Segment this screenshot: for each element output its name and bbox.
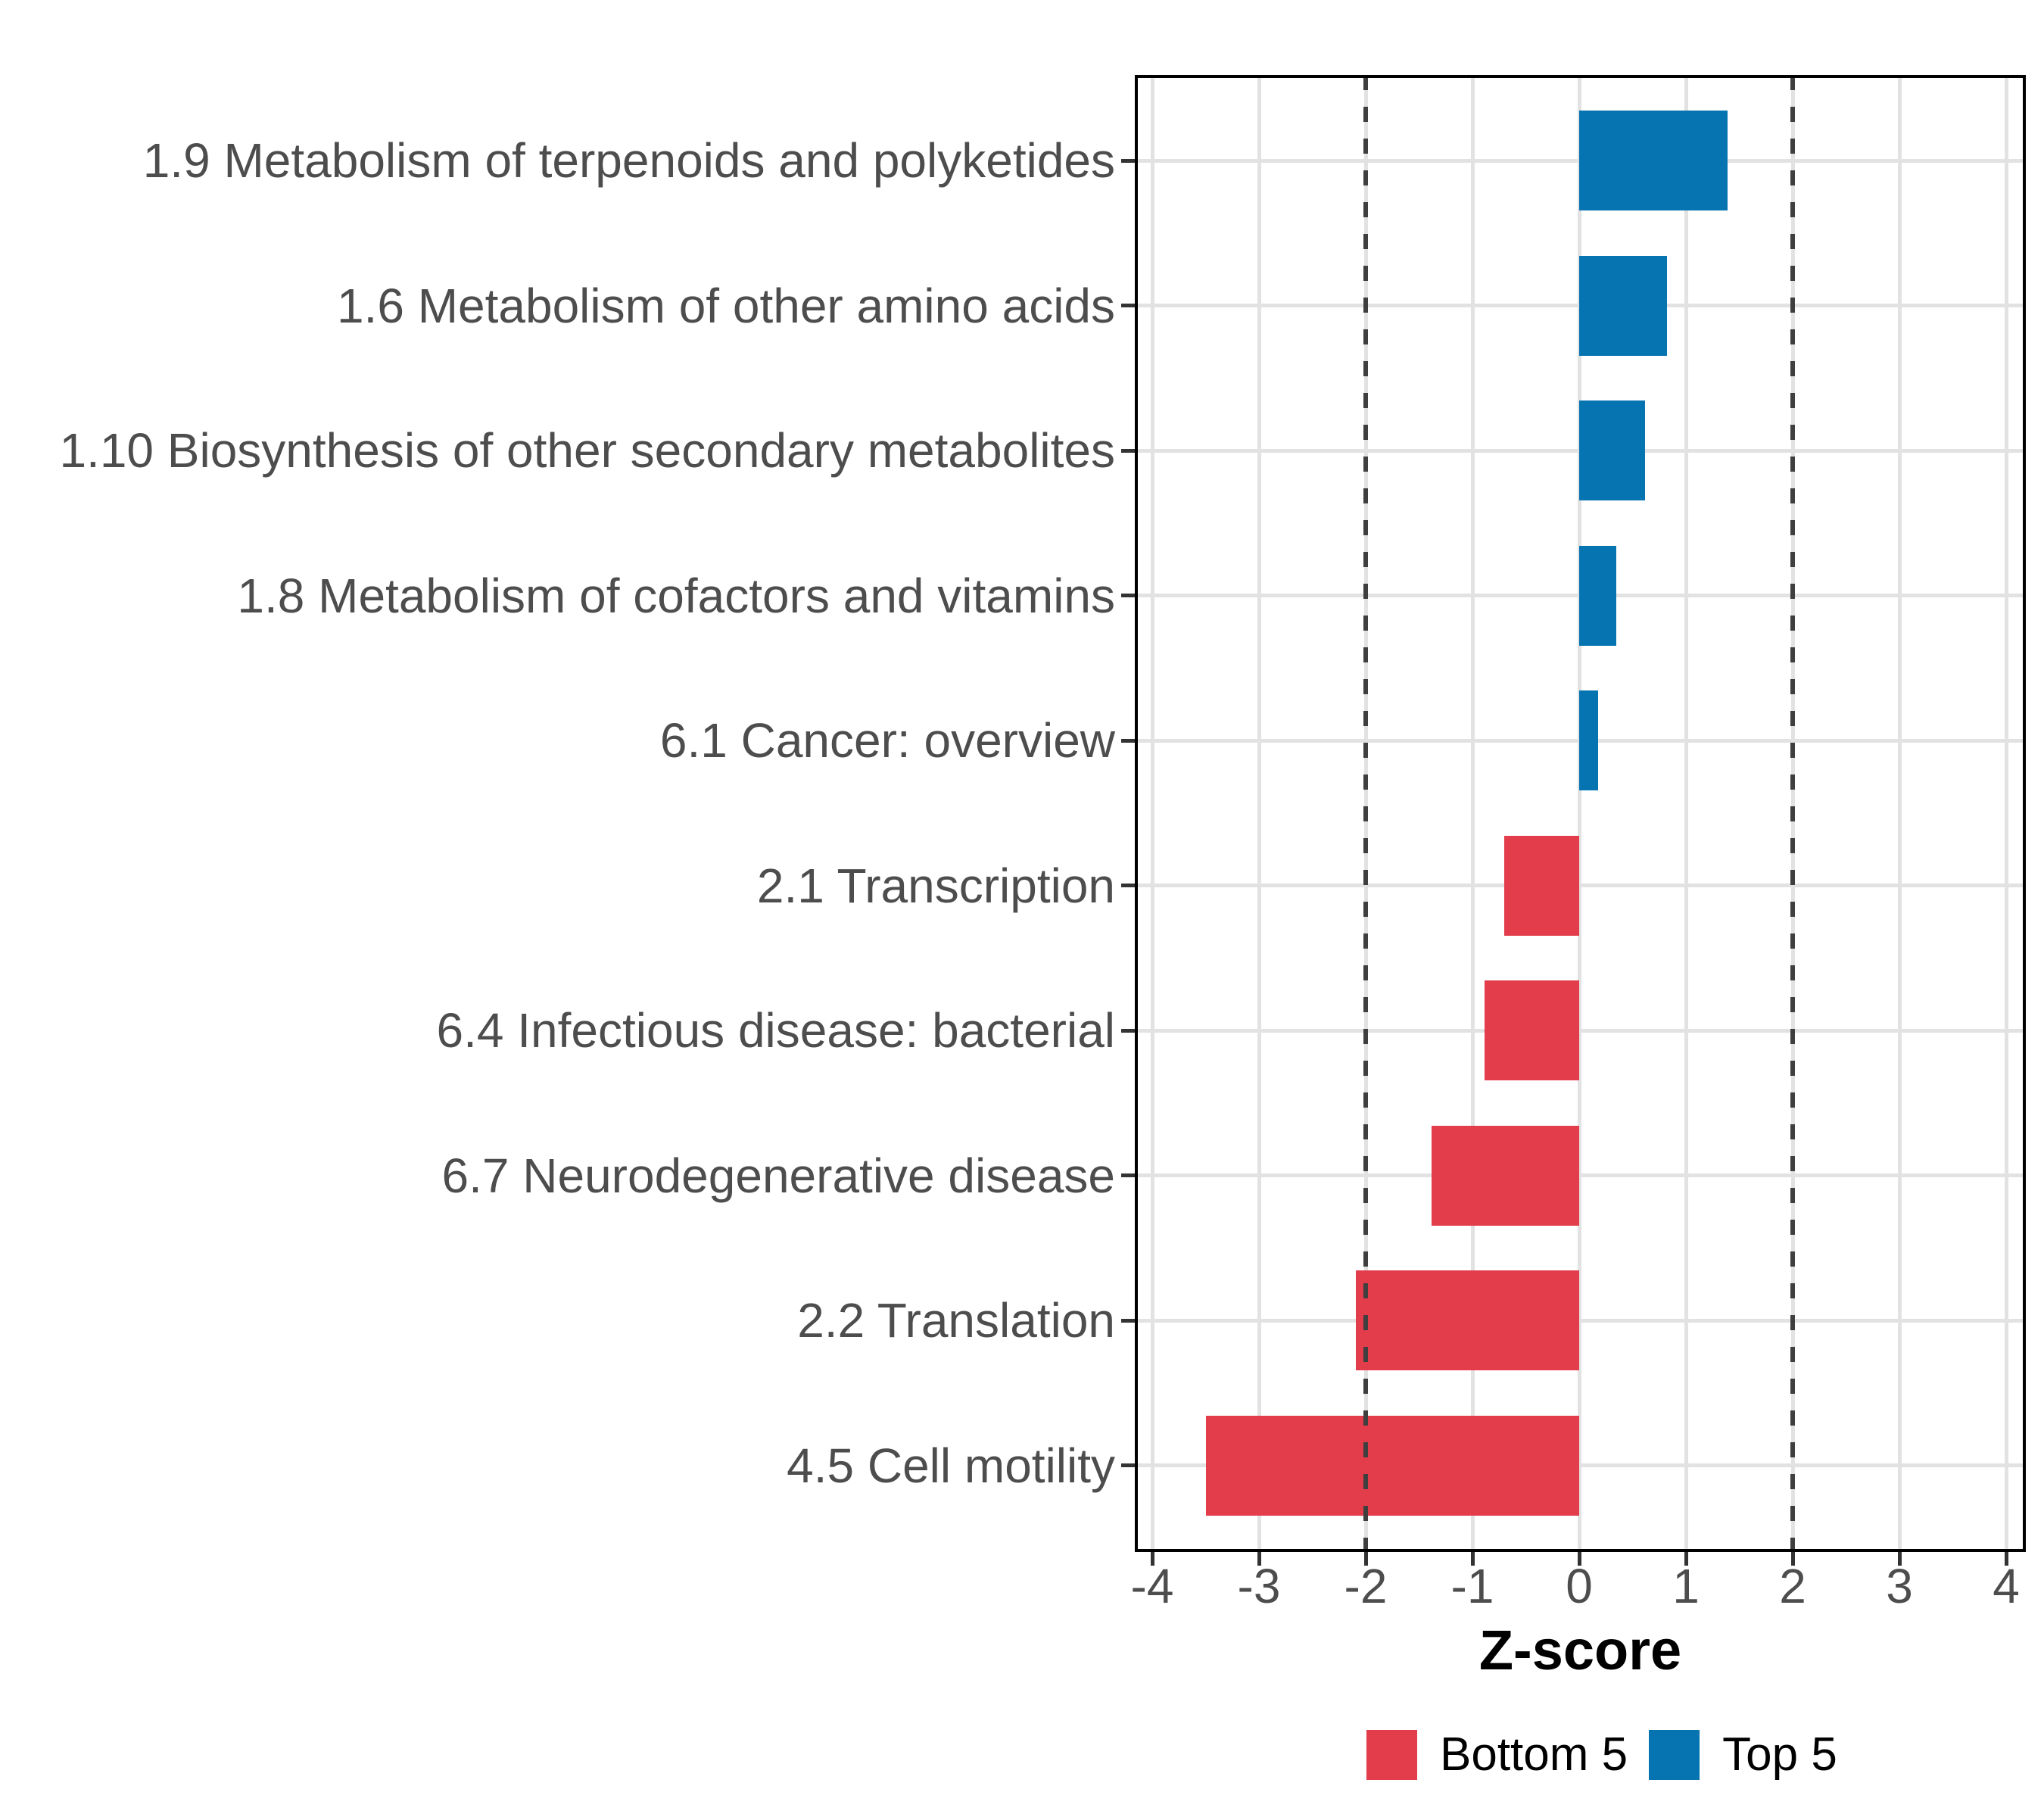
category-label-5: 2.1 Transcription xyxy=(756,858,1115,913)
threshold-line-2 xyxy=(1790,75,1795,1552)
x-tick--3 xyxy=(1257,1552,1261,1566)
legend-swatch-bottom5 xyxy=(1366,1730,1417,1780)
gridline-x--1 xyxy=(1470,75,1475,1552)
category-label-9: 4.5 Cell motility xyxy=(787,1438,1115,1493)
threshold-line--2 xyxy=(1363,75,1368,1552)
bar-9 xyxy=(1205,1415,1579,1516)
y-tick-8 xyxy=(1121,1318,1135,1323)
x-tick-label--2: -2 xyxy=(1344,1559,1388,1613)
x-tick-label--1: -1 xyxy=(1450,1559,1494,1613)
gridline-x--3 xyxy=(1257,75,1261,1552)
gridline-row-5 xyxy=(1135,884,2026,887)
y-tick-3 xyxy=(1121,594,1135,597)
category-label-7: 6.7 Neurodegenerative disease xyxy=(441,1148,1116,1203)
x-axis-title: Z-score xyxy=(1478,1619,1682,1681)
x-tick-4 xyxy=(2004,1552,2008,1566)
x-tick-label-0: 0 xyxy=(1566,1559,1593,1613)
gridline-row-6 xyxy=(1135,1028,2026,1033)
y-tick-0 xyxy=(1121,158,1135,163)
x-tick--2 xyxy=(1363,1552,1368,1566)
x-tick-1 xyxy=(1684,1552,1688,1566)
y-tick-1 xyxy=(1121,304,1135,307)
legend-item-top5: Top 5 xyxy=(1649,1730,1837,1780)
legend-label-top5: Top 5 xyxy=(1722,1728,1837,1781)
category-label-3: 1.8 Metabolism of cofactors and vitamins xyxy=(237,568,1115,623)
y-tick-2 xyxy=(1121,448,1135,453)
x-tick-3 xyxy=(1897,1552,1902,1566)
bar-2 xyxy=(1579,400,1646,500)
gridline-x-0 xyxy=(1577,75,1581,1552)
gridline-x-1 xyxy=(1684,75,1688,1552)
gridline-x--4 xyxy=(1150,75,1154,1552)
x-tick-2 xyxy=(1790,1552,1795,1566)
gridline-row-7 xyxy=(1135,1173,2026,1177)
gridline-x-3 xyxy=(1897,75,1902,1552)
gridline-x-4 xyxy=(2004,75,2008,1552)
plot-panel xyxy=(1135,75,2026,1552)
y-tick-5 xyxy=(1121,884,1135,887)
x-tick-0 xyxy=(1577,1552,1581,1566)
y-tick-9 xyxy=(1121,1463,1135,1467)
legend-swatch-top5 xyxy=(1649,1730,1700,1780)
bar-6 xyxy=(1484,980,1579,1080)
bar-8 xyxy=(1356,1270,1579,1370)
category-label-2: 1.10 Biosynthesis of other secondary met… xyxy=(59,423,1115,478)
bar-4 xyxy=(1579,690,1599,790)
x-tick-label-1: 1 xyxy=(1672,1559,1700,1613)
bar-7 xyxy=(1432,1125,1579,1226)
bar-3 xyxy=(1579,545,1617,646)
legend-label-bottom5: Bottom 5 xyxy=(1440,1728,1628,1781)
bar-5 xyxy=(1504,835,1579,936)
legend: Bottom 5 Top 5 xyxy=(1366,1730,1837,1780)
bar-0 xyxy=(1579,111,1728,210)
category-label-6: 6.4 Infectious disease: bacterial xyxy=(436,1003,1115,1058)
x-tick-label--4: -4 xyxy=(1130,1559,1174,1613)
bar-1 xyxy=(1579,255,1667,356)
category-label-0: 1.9 Metabolism of terpenoids and polyket… xyxy=(142,133,1115,188)
x-tick--4 xyxy=(1150,1552,1154,1566)
category-label-1: 1.6 Metabolism of other amino acids xyxy=(336,278,1115,333)
x-tick-label--3: -3 xyxy=(1237,1559,1281,1613)
gridline-row-9 xyxy=(1135,1463,2026,1467)
y-tick-7 xyxy=(1121,1173,1135,1177)
x-tick-label-3: 3 xyxy=(1886,1559,1913,1613)
category-label-4: 6.1 Cancer: overview xyxy=(659,713,1115,768)
y-tick-6 xyxy=(1121,1028,1135,1033)
x-tick--1 xyxy=(1470,1552,1475,1566)
y-tick-4 xyxy=(1121,738,1135,743)
x-tick-label-2: 2 xyxy=(1779,1559,1806,1613)
category-label-8: 2.2 Translation xyxy=(797,1293,1115,1348)
x-tick-label-4: 4 xyxy=(1993,1559,2020,1613)
gridline-row-8 xyxy=(1135,1318,2026,1323)
legend-item-bottom5: Bottom 5 xyxy=(1366,1730,1628,1780)
